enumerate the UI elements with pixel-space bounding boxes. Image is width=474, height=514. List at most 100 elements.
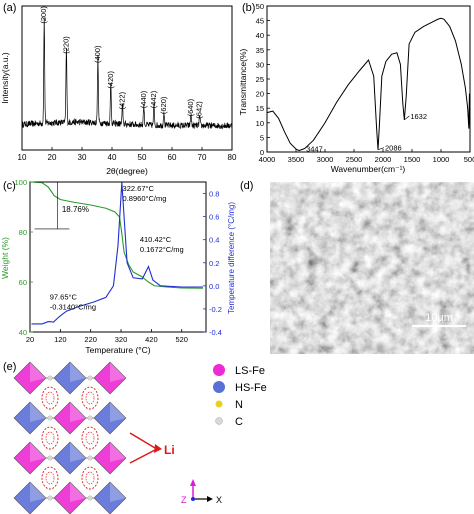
li-site	[81, 426, 99, 450]
tga-ytick-right-label: 0.0	[209, 282, 219, 291]
xrd-peak-label: (420)	[106, 71, 115, 89]
octahedron-facet	[110, 442, 126, 462]
ftir-ytick-label: 30	[256, 60, 264, 69]
octahedron-facet	[70, 402, 86, 422]
xrd-peak-label: (640)	[186, 98, 195, 116]
tga-ytick-left-label: 40	[19, 328, 27, 337]
panel-label-a: (a)	[3, 2, 17, 14]
ftir-ylabel: Transmittance(%)	[238, 48, 248, 115]
tga-ytick-right-label: 0.2	[209, 259, 219, 268]
li-site-inner	[85, 391, 95, 405]
xrd-peak-label: (642)	[195, 101, 204, 119]
octahedron-facet	[30, 482, 46, 502]
octahedron-facet	[110, 402, 126, 422]
li-site-inner	[45, 391, 55, 405]
legend-marker	[215, 417, 223, 425]
tga-dta-line	[31, 182, 203, 325]
tga-peak-value-label: 0.8960°C/mg	[123, 194, 167, 203]
xrd-xtick-label: 80	[228, 153, 237, 162]
carbon-atom	[87, 415, 93, 421]
ftir-xtick-label: 3500	[288, 155, 305, 164]
li-site	[41, 426, 59, 450]
tga-weight-line	[31, 181, 203, 289]
crystal-structure-diagram: LS-Fe HS-Fe NC Li Z X	[13, 361, 267, 514]
li-site-inner	[45, 431, 55, 445]
tga-ytick-right-label: 0.4	[209, 236, 219, 245]
legend-label: HS-Fe	[235, 382, 267, 394]
li-site-inner	[85, 431, 95, 445]
panel-label-c: (c)	[3, 180, 16, 192]
xrd-series-line	[21, 17, 233, 130]
ftir-ytick-label: 25	[256, 75, 264, 84]
ftir-annotation-label: 2086	[385, 144, 402, 153]
xrd-peak-label: (200)	[39, 6, 48, 24]
ftir-xtick-label: 4000	[259, 155, 276, 164]
octahedron-facet	[30, 362, 46, 382]
tga-xtick-label: 120	[54, 335, 67, 344]
ftir-ytick-label: 10	[256, 119, 264, 128]
tga-ytick-right-label: -0.2	[209, 305, 222, 314]
tga-peak-value-label: -0.3140°C/mg	[50, 303, 96, 312]
tga-peak-temp-label: 410.42°C	[140, 235, 172, 244]
axis-indicator	[190, 479, 213, 502]
octahedron	[13, 441, 47, 475]
octahedron	[53, 401, 87, 435]
xrd-xtick-label: 70	[198, 153, 207, 162]
ftir-ytick-label: 35	[256, 46, 264, 55]
tga-ytick-right-label: -0.4	[209, 328, 222, 337]
sem-scale-bar	[412, 325, 466, 327]
ftir-xlabel: Wavenumber(cm⁻¹)	[331, 164, 406, 174]
sem-scale-label: 10μm	[425, 312, 453, 324]
carbon-atom	[47, 375, 53, 381]
ftir-ytick-label: 5	[260, 133, 264, 142]
legend-label: C	[235, 416, 243, 428]
ftir-ytick-label: 20	[256, 90, 264, 99]
li-arrow	[129, 432, 162, 464]
ftir-annotation-label: 1632	[410, 112, 427, 121]
tga-peak-temp-label: 97.65°C	[50, 293, 78, 302]
octahedron	[93, 401, 127, 435]
carbon-atom	[47, 455, 53, 461]
ftir-annotation-leader	[298, 148, 306, 151]
xrd-xlabel: 2θ(degree)	[106, 166, 148, 176]
carbon-atom	[47, 495, 53, 501]
ftir-ytick-label: 45	[256, 17, 264, 26]
octahedron	[53, 361, 87, 395]
ftir-xtick-label: 1000	[433, 155, 450, 164]
xrd-peak-label: (400)	[93, 45, 102, 63]
octahedron	[93, 361, 127, 395]
tga-ytick-left-label: 80	[19, 228, 27, 237]
tga-ylabel-left: Weight (%)	[0, 237, 10, 279]
ftir-series-line	[266, 17, 471, 152]
octahedron-facet	[110, 482, 126, 502]
xrd-xtick-label: 20	[48, 153, 57, 162]
ftir-xtick-label: 500	[464, 155, 474, 164]
ftir-ytick-label: 40	[256, 31, 264, 40]
tga-peak-value-label: 0.1672°C/mg	[140, 245, 184, 254]
octahedron-facet	[70, 362, 86, 382]
octahedron	[93, 441, 127, 475]
octahedron-facet	[70, 482, 86, 502]
octahedron	[13, 361, 47, 395]
octahedron	[53, 441, 87, 475]
xrd-peak-label: (220)	[61, 36, 70, 54]
carbon-atom	[47, 415, 53, 421]
xrd-peak-label: (440)	[139, 90, 148, 108]
li-site-inner	[85, 471, 95, 485]
li-site-inner	[45, 471, 55, 485]
legend-marker	[213, 364, 225, 376]
ftir-xtick-label: 2500	[346, 155, 363, 164]
panel-label-b: (b)	[242, 2, 256, 14]
carbon-atom	[87, 495, 93, 501]
tga-chart: Weight (%) Temperature difference (°C/mg…	[0, 178, 236, 355]
panel-label-e: (e)	[3, 361, 17, 373]
legend-marker	[215, 400, 223, 408]
xrd-peak-label: (620)	[159, 96, 168, 114]
tga-xtick-label: 320	[115, 335, 128, 344]
tga-xtick-label: 220	[84, 335, 97, 344]
ftir-chart: Transmittance(%) Wavenumber(cm⁻¹) 4000 35…	[238, 2, 474, 174]
tga-ytick-left-label: 60	[19, 278, 27, 287]
xrd-xtick-label: 60	[168, 153, 177, 162]
ftir-annotation-leader	[377, 147, 385, 150]
xrd-plot-frame	[21, 5, 233, 151]
